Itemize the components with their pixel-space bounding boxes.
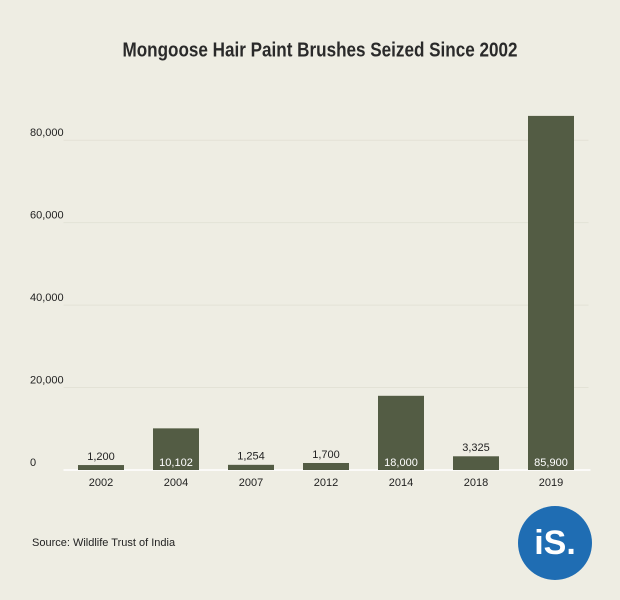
y-tick-label: 40,000 [30,292,64,304]
x-tick-label: 2018 [464,477,488,489]
x-tick-label: 2002 [89,477,113,489]
bar [228,464,274,470]
bar [453,456,499,470]
logo: iS. [534,524,576,562]
value-label: 1,700 [312,449,340,461]
x-tick-label: 2012 [314,477,338,489]
source: Source: Wildlife Trust of India [32,537,176,549]
bar [78,465,124,470]
value-label: 18,000 [384,457,418,469]
x-tick-label: 2014 [389,477,413,489]
x-tick-label: 2019 [539,477,563,489]
y-tick-label: 20,000 [30,374,64,386]
y-tick-label: 0 [30,457,36,469]
y-tick-label: 80,000 [30,127,64,139]
bar [303,462,349,470]
value-label: 1,200 [87,451,115,463]
bar [153,428,199,470]
value-label: 3,325 [462,442,490,454]
x-tick-label: 2007 [239,477,263,489]
x-tick-label: 2004 [164,477,188,489]
chart-title: Mongoose Hair Paint Brushes Seized Since… [123,39,518,61]
value-label: 1,254 [237,451,265,463]
y-tick-label: 60,000 [30,210,64,222]
logo-circle [518,506,592,580]
bar [378,395,424,470]
value-label: 85,900 [534,457,568,469]
bar [528,115,574,470]
value-label: 10,102 [159,457,193,469]
